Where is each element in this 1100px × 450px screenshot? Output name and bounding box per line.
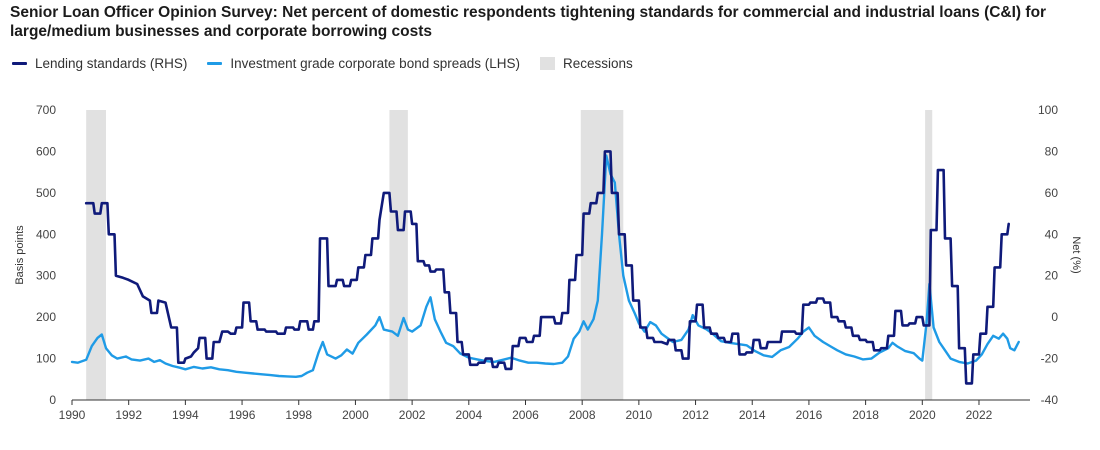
x-tick-label: 1994 xyxy=(172,408,199,422)
x-tick-label: 2004 xyxy=(455,408,482,422)
y-right-tick-label: -40 xyxy=(1041,393,1059,407)
recession-band-3 xyxy=(925,110,933,400)
y-right-tick-label: 60 xyxy=(1045,186,1059,200)
series-lines xyxy=(70,150,1020,385)
axes xyxy=(71,399,1030,405)
recession-band-2 xyxy=(580,110,624,400)
y-right-tick-label: 80 xyxy=(1045,144,1059,158)
legend-item-spreads: Investment grade corporate bond spreads … xyxy=(207,56,520,71)
x-tick-label: 1998 xyxy=(285,408,312,422)
y-left-tick-label: 100 xyxy=(36,352,56,366)
x-tick-label: 2002 xyxy=(399,408,426,422)
legend-swatch-recessions xyxy=(540,57,556,70)
recession-band-0 xyxy=(86,110,107,400)
x-tick-label: 2006 xyxy=(512,408,539,422)
chart-title: Senior Loan Officer Opinion Survey: Net … xyxy=(10,4,1047,40)
legend-label-recessions: Recessions xyxy=(563,56,633,71)
legend-label-lending: Lending standards (RHS) xyxy=(35,56,188,71)
x-tick-label: 2022 xyxy=(966,408,993,422)
tick-labels: 1990 1992 1994 1996 1998 2000 2002 2004 2006 2008… xyxy=(14,103,1082,422)
y-right-tick-label: -20 xyxy=(1041,352,1059,366)
legend-item-lending: Lending standards (RHS) xyxy=(12,56,187,71)
y-left-tick-label: 200 xyxy=(36,310,56,324)
y-right-tick-label: 0 xyxy=(1051,310,1058,324)
x-tick-label: 1996 xyxy=(229,408,256,422)
y-left-tick-label: 600 xyxy=(36,144,56,158)
x-tick-label: 2020 xyxy=(909,408,936,422)
y-left-tick-label: 400 xyxy=(36,227,56,241)
x-tick-label: 2012 xyxy=(682,408,709,422)
series-line-lending-standards xyxy=(84,150,1010,385)
y-left-tick-label: 300 xyxy=(36,269,56,283)
y-right-tick-label: 20 xyxy=(1045,269,1059,283)
x-tick-label: 1990 xyxy=(59,408,86,422)
y-right-tick-label: 40 xyxy=(1045,227,1059,241)
x-tick-label: 2014 xyxy=(739,408,766,422)
x-tick-label: 2016 xyxy=(796,408,823,422)
y-left-tick-label: 700 xyxy=(36,103,56,117)
recession-band-1 xyxy=(389,110,408,400)
legend-swatch-lending xyxy=(12,62,27,65)
x-tick-label: 2008 xyxy=(569,408,596,422)
y-left-tick-label: 0 xyxy=(49,393,56,407)
y-axis-title-right: Net (%) xyxy=(1070,236,1082,273)
x-tick-label: 2018 xyxy=(852,408,879,422)
legend-swatch-spreads xyxy=(207,62,223,65)
y-right-tick-label: 100 xyxy=(1038,103,1058,117)
y-axis-title-left: Basis points xyxy=(14,225,26,285)
x-tick-label: 1992 xyxy=(115,408,142,422)
recession-bands xyxy=(86,110,933,400)
legend-item-recessions: Recessions xyxy=(540,56,633,71)
x-tick-label: 2000 xyxy=(342,408,369,422)
y-left-tick-label: 500 xyxy=(36,186,56,200)
x-tick-label: 2010 xyxy=(626,408,653,422)
legend-label-spreads: Investment grade corporate bond spreads … xyxy=(230,56,521,71)
legend: Lending standards (RHS) Investment grade… xyxy=(12,56,653,71)
